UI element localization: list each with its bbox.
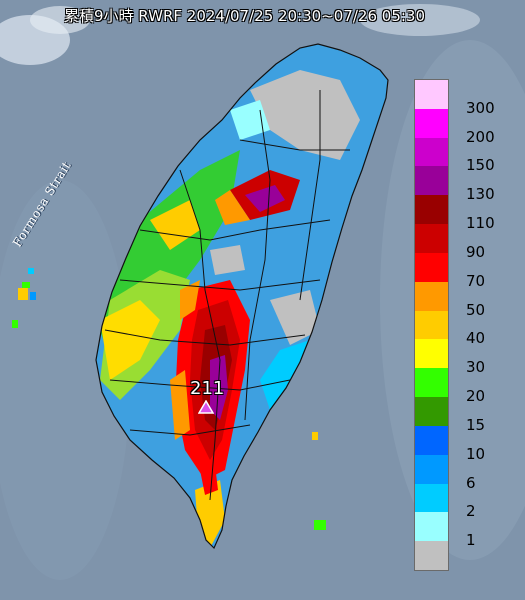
legend-label: 2 [466,502,476,521]
legend-label: 300 [466,98,495,117]
legend-label: 90 [466,242,486,261]
legend-swatch [415,137,448,167]
triangle-icon [198,400,214,414]
legend-swatch [415,425,448,455]
legend-swatch [415,397,448,427]
legend-label: 10 [466,444,486,463]
legend-label: 30 [466,358,486,377]
legend-swatch [415,195,448,225]
island-outline [95,43,389,550]
legend-swatch [415,310,448,340]
legend-label: 110 [466,214,495,233]
legend-swatch [415,339,448,369]
legend-swatch [415,454,448,484]
legend-swatch [415,224,448,254]
legend-swatch [415,541,448,571]
green-island [314,520,326,530]
color-legend [414,79,449,571]
legend-label: 40 [466,329,486,348]
legend-label: 20 [466,387,486,406]
legend-label: 150 [466,156,495,175]
legend-label: 70 [466,271,486,290]
legend-swatch [415,281,448,311]
penghu-islands [12,268,36,328]
map-title: 累積9小時 RWRF 2024/07/25 20:30~07/26 05:30 [64,7,426,25]
legend-swatch [415,483,448,513]
legend-label: 50 [466,300,486,319]
legend-swatch [415,512,448,542]
legend-swatch [415,108,448,138]
legend-swatch [415,368,448,398]
orchid-island [312,432,318,440]
legend-swatch [415,252,448,282]
legend-label: 130 [466,185,495,204]
legend-swatch [415,166,448,196]
legend-label: 200 [466,127,495,146]
legend-swatch [415,80,448,109]
legend-label: 1 [466,531,476,550]
max-rainfall-value: 211 [190,378,225,399]
legend-label: 15 [466,415,486,434]
legend-label: 6 [466,473,476,492]
